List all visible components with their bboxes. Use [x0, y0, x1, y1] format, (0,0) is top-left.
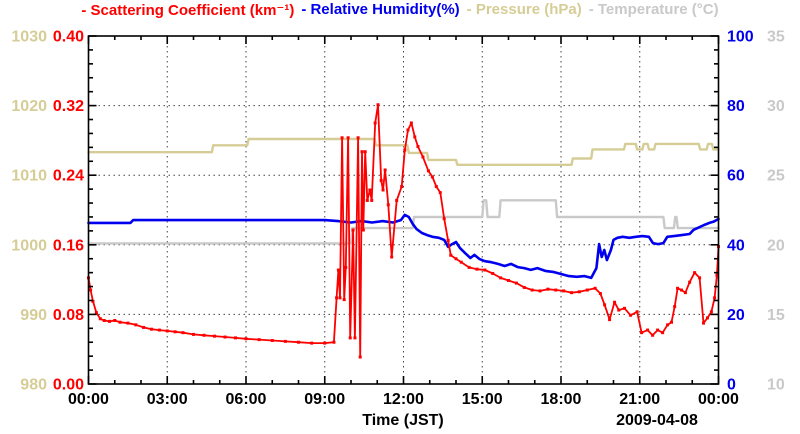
axis-ticks: [87, 35, 720, 385]
legend: - Scattering Coefficient (km⁻¹) - Relativ…: [0, 1, 800, 19]
humidity-tick-label: 100: [727, 29, 754, 46]
x-tick-label: 03:00: [147, 391, 188, 408]
x-tick-label: 12:00: [383, 391, 424, 408]
scattering-tick-label: 0.32: [53, 98, 84, 115]
temperature-tick-label: 25: [767, 168, 785, 185]
scattering-tick-label: 0.16: [53, 237, 84, 254]
scattering-tick-label: 0.00: [53, 377, 84, 394]
legend-item-1: - Relative Humidity(%): [301, 1, 460, 18]
humidity-tick-label: 80: [727, 98, 745, 115]
temperature-tick-label: 10: [767, 377, 785, 394]
x-tick-label: 15:00: [462, 391, 503, 408]
series-lines: [87, 103, 720, 359]
series-relative_humidity: [87, 213, 720, 280]
temperature-tick-label: 30: [767, 98, 785, 115]
pressure-tick-label: 980: [20, 377, 47, 394]
humidity-tick-label: 0: [727, 377, 736, 394]
series-scattering_coefficient: [87, 103, 720, 358]
humidity-tick-label: 60: [727, 168, 745, 185]
pressure-tick-label: 1000: [11, 237, 47, 254]
x-tick-label: 00:00: [698, 391, 739, 408]
series-pressure: [87, 137, 720, 167]
temperature-tick-label: 20: [767, 237, 785, 254]
tick-labels: 10301020101010009909800.400.320.240.160.…: [11, 29, 784, 409]
scattering-tick-label: 0.24: [53, 168, 84, 185]
x-axis-title: Time (JST): [362, 412, 444, 429]
humidity-tick-label: 20: [727, 307, 745, 324]
humidity-tick-label: 40: [727, 237, 745, 254]
pressure-tick-label: 1020: [11, 98, 47, 115]
legend-item-2: - Pressure (hPa): [466, 1, 582, 18]
pressure-tick-label: 990: [20, 307, 47, 324]
x-tick-label: 21:00: [619, 391, 660, 408]
pressure-tick-label: 1030: [11, 29, 47, 46]
x-tick-label: 00:00: [68, 391, 109, 408]
temperature-tick-label: 15: [767, 307, 785, 324]
scattering-tick-label: 0.40: [53, 29, 84, 46]
x-tick-label: 09:00: [304, 391, 345, 408]
legend-item-0: - Scattering Coefficient (km⁻¹): [81, 2, 295, 19]
x-tick-label: 06:00: [226, 391, 267, 408]
legend-item-3: - Temperature (°C): [588, 1, 719, 18]
temperature-tick-label: 35: [767, 29, 785, 46]
date-label: 2009-04-08: [616, 412, 698, 429]
pressure-tick-label: 1010: [11, 168, 47, 185]
x-tick-label: 18:00: [541, 391, 582, 408]
scattering-tick-label: 0.08: [53, 307, 84, 324]
